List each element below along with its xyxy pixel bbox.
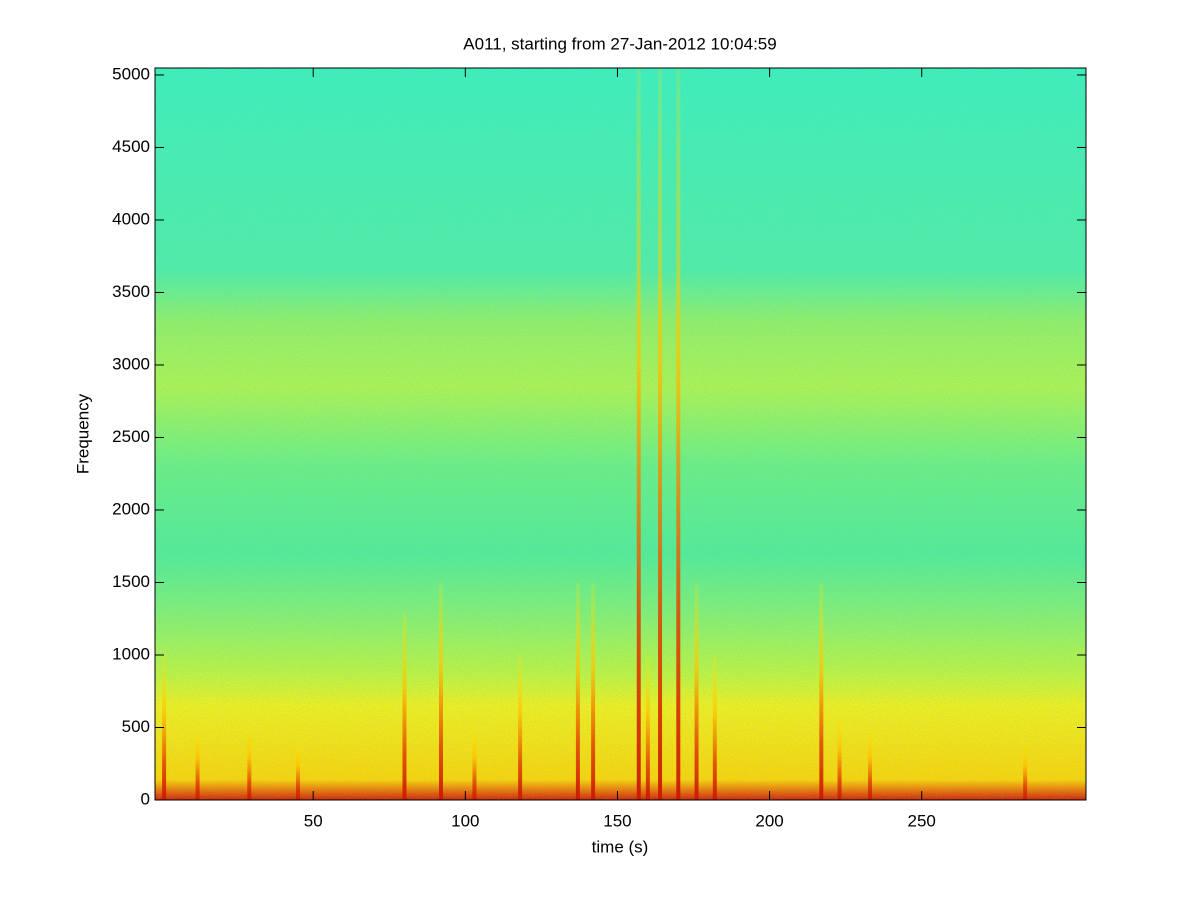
y-tick-label: 2500: [112, 427, 150, 446]
y-tick-label: 2000: [112, 499, 150, 518]
x-tick-label: 250: [908, 811, 936, 830]
event-streak: [645, 654, 650, 800]
y-tick-label: 1500: [112, 572, 150, 591]
event-streak: [636, 68, 641, 800]
x-axis-label: time (s): [592, 837, 649, 856]
event-streak: [438, 582, 443, 800]
x-tick-label: 100: [451, 811, 479, 830]
y-tick-label: 1000: [112, 644, 150, 663]
y-tick-label: 3000: [112, 354, 150, 373]
event-streak: [162, 654, 167, 800]
event-streak: [518, 654, 523, 800]
plot-frame: [154, 67, 1087, 801]
y-tick-label: 500: [122, 717, 150, 736]
x-tick-label: 150: [603, 811, 631, 830]
chart-title: A011, starting from 27-Jan-2012 10:04:59: [463, 34, 776, 53]
event-streak: [676, 68, 681, 800]
event-streak: [575, 582, 580, 800]
y-tick-label: 4000: [112, 209, 150, 228]
event-streak: [658, 68, 663, 800]
y-tick-label: 4500: [112, 137, 150, 156]
x-tick-label: 200: [755, 811, 783, 830]
y-tick-label: 5000: [112, 64, 150, 83]
event-streak: [867, 727, 872, 800]
event-streak: [1023, 741, 1028, 800]
event-streak: [295, 741, 300, 800]
event-streak: [195, 727, 200, 800]
event-streak: [694, 582, 699, 800]
y-axis-label: Frequency: [73, 393, 92, 474]
event-streak: [819, 582, 824, 800]
event-streak: [712, 654, 717, 800]
y-tick-label: 0: [141, 789, 150, 808]
event-streak: [591, 582, 596, 800]
event-streak: [247, 727, 252, 800]
event-streak: [472, 727, 477, 800]
y-tick-label: 3500: [112, 282, 150, 301]
x-tick-label: 50: [304, 811, 323, 830]
event-streak: [837, 712, 842, 800]
noise-texture: [155, 68, 1086, 800]
event-streak: [402, 611, 407, 800]
